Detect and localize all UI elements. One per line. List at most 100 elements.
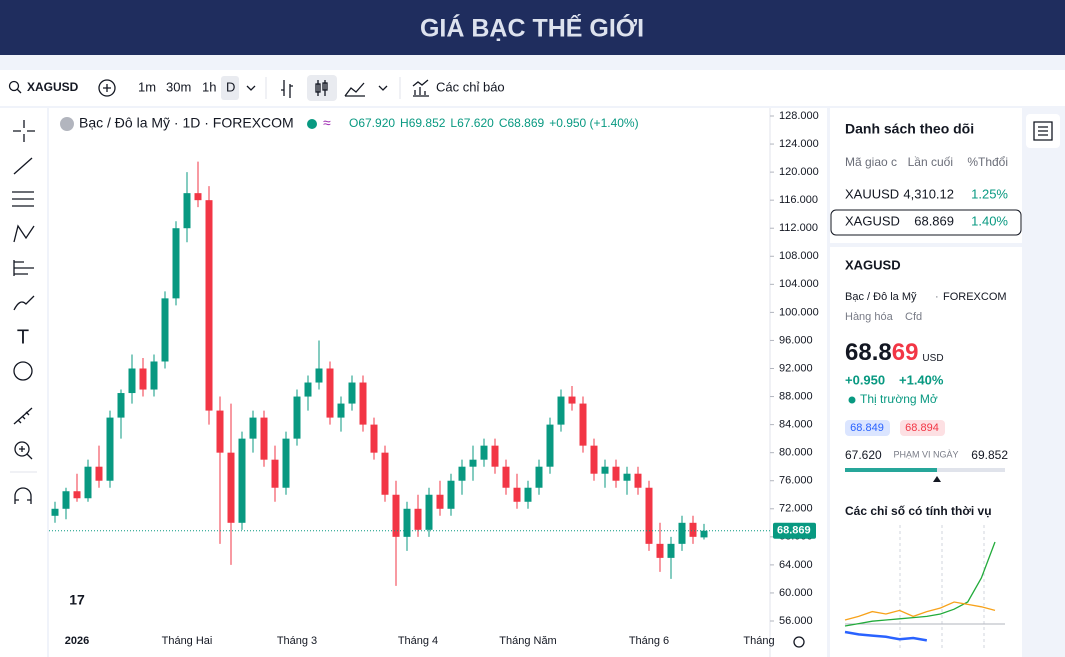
chevron[interactable] xyxy=(378,85,388,91)
y-tick-label: 116.000 xyxy=(779,194,818,206)
candle-body xyxy=(117,393,125,418)
currency: USD xyxy=(922,353,943,364)
symbol-logo xyxy=(60,117,74,131)
watch-symbol[interactable]: XAGUSD xyxy=(845,213,900,228)
market-status: Thị trường Mở xyxy=(860,392,938,406)
candle-body xyxy=(447,480,455,509)
candle-body xyxy=(601,466,609,474)
pattern-tool[interactable] xyxy=(13,224,35,243)
details-panel xyxy=(830,247,1022,657)
area-icon[interactable] xyxy=(344,82,365,97)
candle-body xyxy=(282,438,290,488)
candle-body xyxy=(326,368,334,418)
emoji-tool[interactable] xyxy=(13,361,33,381)
page-title: GIÁ BẠC THẾ GIỚI xyxy=(420,13,644,43)
candle-body xyxy=(51,508,59,516)
last-price-label: 68.869 xyxy=(777,525,811,537)
details-kind: Cfd xyxy=(905,311,922,323)
compare-button[interactable] xyxy=(98,79,116,97)
chart-title: Bạc / Đô la Mỹ · 1D · FOREXCOM xyxy=(79,115,294,131)
candle-body xyxy=(62,491,70,509)
candle-body xyxy=(304,382,312,397)
settings-icon[interactable] xyxy=(793,636,805,648)
candle-body xyxy=(502,466,510,488)
x-tick-label: Tháng Hai xyxy=(162,635,213,647)
details-name: Bạc / Đô la Mỹ xyxy=(845,291,917,303)
candle-body xyxy=(73,491,81,499)
indicators-button[interactable]: Các chỉ báo xyxy=(436,79,505,94)
candle-body xyxy=(667,543,675,558)
candle-body xyxy=(425,494,433,530)
y-tick-label: 84.000 xyxy=(779,419,813,431)
y-tick-label: 100.000 xyxy=(779,306,819,318)
tv-logo-bg xyxy=(62,588,92,614)
y-tick-label: 112.000 xyxy=(779,222,818,234)
change-pct: +1.40% xyxy=(899,372,944,387)
indicators-icon[interactable] xyxy=(412,79,429,97)
chevron[interactable] xyxy=(246,85,256,91)
candle-body xyxy=(689,522,697,537)
column-header: Mã giao c xyxy=(845,155,897,169)
y-tick-label: 92.000 xyxy=(779,362,813,374)
drawing-toolbar xyxy=(0,108,47,657)
text-tool[interactable]: T xyxy=(17,326,29,348)
symbol[interactable]: XAGUSD xyxy=(27,80,79,94)
crosshair-tool[interactable] xyxy=(13,120,35,142)
seasonal-chart xyxy=(844,541,996,642)
candle-body xyxy=(546,424,554,467)
candle-body xyxy=(568,396,576,404)
details-symbol: XAGUSD xyxy=(845,257,901,272)
range-high: 69.852 xyxy=(971,448,1008,462)
zoom-icon xyxy=(19,446,33,460)
watchlist-icon xyxy=(1033,121,1053,141)
style-active-bg xyxy=(307,75,337,101)
interval[interactable]: D xyxy=(226,79,235,94)
candle-body xyxy=(403,508,411,537)
watch-symbol[interactable]: XAUUSD xyxy=(845,186,899,201)
candle-body xyxy=(348,382,356,404)
candle-body xyxy=(359,382,367,425)
legend-open: O67.920 xyxy=(349,116,395,130)
watch-last: 4,310.12 xyxy=(903,186,954,201)
y-tick-label: 124.000 xyxy=(779,138,819,150)
change: +0.950 xyxy=(845,372,885,387)
candle-body xyxy=(590,445,598,474)
magnet-tool[interactable] xyxy=(14,487,32,504)
interval[interactable]: 1h xyxy=(202,79,216,94)
candle-body xyxy=(161,298,169,362)
details-category: Hàng hóa xyxy=(845,311,894,323)
interval[interactable]: 30m xyxy=(166,79,191,94)
candle-body xyxy=(271,459,279,488)
candle-body xyxy=(128,368,136,394)
range-fill xyxy=(845,468,937,472)
candle-icon xyxy=(322,82,328,91)
watchlist-title: Danh sách theo dõi xyxy=(845,121,974,137)
seasonal-line xyxy=(844,601,996,621)
fib-tool[interactable] xyxy=(12,191,34,207)
selected-row[interactable] xyxy=(830,209,1022,236)
trendline-tool[interactable] xyxy=(13,157,33,175)
interval[interactable]: 1m xyxy=(138,79,156,94)
y-tick-label: 96.000 xyxy=(779,334,813,346)
brush-tool[interactable] xyxy=(13,295,35,311)
bid: 68.849 xyxy=(850,422,884,434)
candle-body xyxy=(535,466,543,488)
candle-icon xyxy=(315,83,321,93)
y-tick-label: 80.000 xyxy=(779,447,813,459)
bar-style-icon[interactable] xyxy=(281,80,293,98)
zoom-tool[interactable] xyxy=(14,441,30,457)
price-main: 68.8 xyxy=(845,339,892,366)
projection-tool[interactable] xyxy=(13,260,34,276)
ruler-tool[interactable] xyxy=(13,407,33,425)
candle-body xyxy=(216,410,224,453)
candle-body xyxy=(623,473,631,481)
candle-body xyxy=(436,494,444,509)
candle-body xyxy=(700,530,708,538)
range-low: 67.620 xyxy=(845,448,882,462)
header-bar xyxy=(0,0,1065,55)
details-exchange: FOREXCOM xyxy=(943,291,1007,303)
search-icon[interactable] xyxy=(8,80,20,92)
candle-body xyxy=(315,368,323,383)
watch-change: 1.40% xyxy=(971,213,1008,228)
